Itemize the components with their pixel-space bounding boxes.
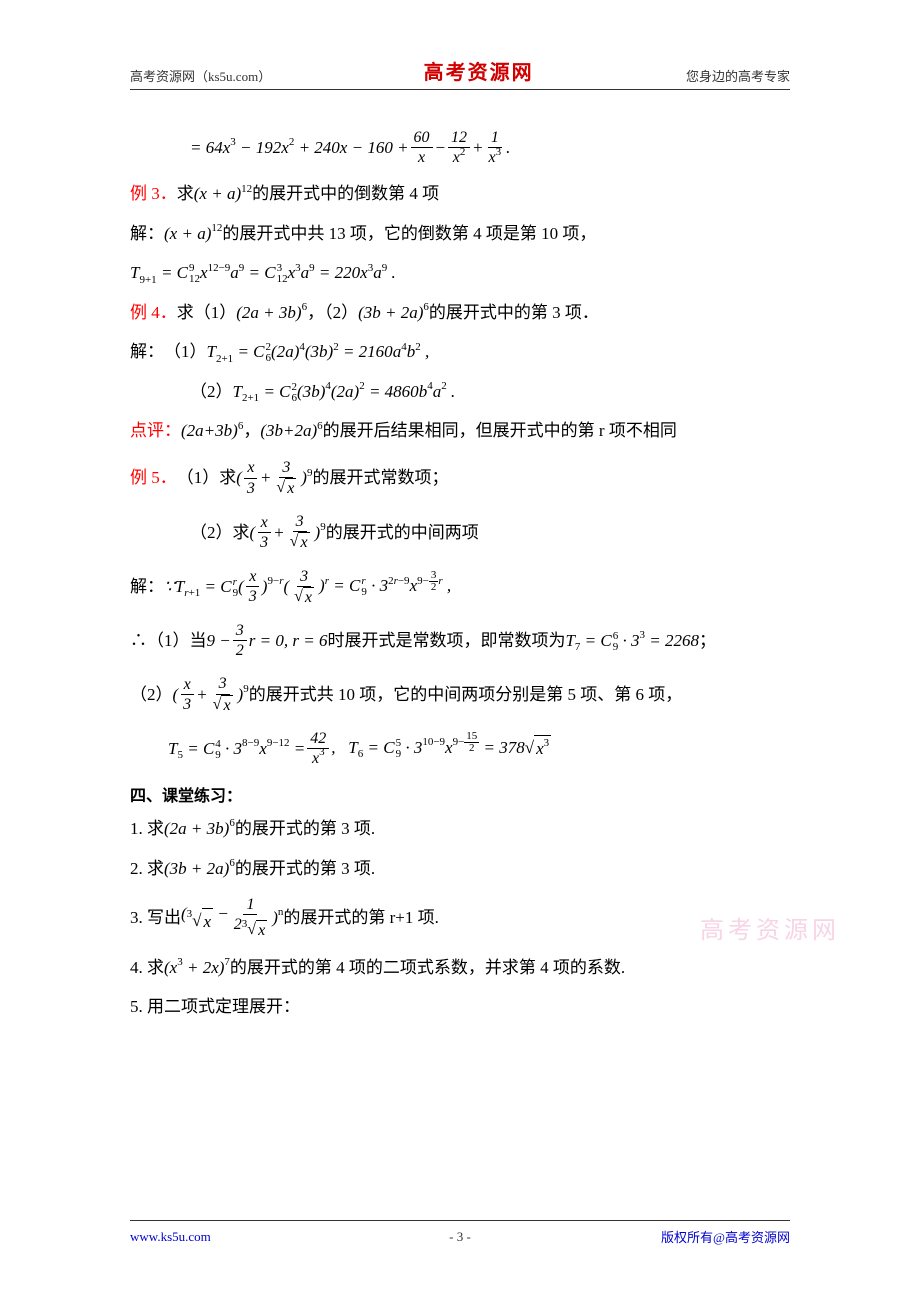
exercise-3: 3. 写出 (3√x − 123√x )n 的展开式的第 r+1 项.	[130, 895, 790, 940]
exercise-1: 1. 求 (2a + 3b)6 的展开式的第 3 项.	[130, 816, 790, 842]
example-5-solution-1: ∴（1）当 9 − 32 r = 0, r = 6 时展开式是常数项，即常数项为…	[130, 621, 790, 660]
eq-continuation: = 64x3 − 192x2 + 240x − 160 + 60x − 12x2…	[130, 128, 790, 167]
example-5-solution-2b: T5 = C49 · 38−9x9−12 = 42x3 , T6 = C59 ·…	[130, 729, 790, 768]
header-right-text: 您身边的高考专家	[686, 66, 790, 85]
example-3: 例 3． 求 (x + a)12 的展开式中的倒数第 4 项	[130, 181, 790, 207]
footer-copyright: 版权所有@高考资源网	[661, 1227, 790, 1246]
example-4: 例 4． 求（1） (2a + 3b)6 ，（2） (3b + 2a)6 的展开…	[130, 300, 790, 326]
solution-label: 解：	[130, 221, 164, 247]
header-left-text: 高考资源网（ks5u.com）	[130, 66, 271, 85]
header-brand: 高考资源网	[424, 56, 534, 85]
example-5-q1: 例 5． （1）求 ( x3 + 3√x )9 的展开式常数项；	[130, 458, 790, 498]
watermark: 高考资源网	[700, 910, 840, 945]
example-5-solution-general: 解： ∵ Tr+1 = Cr9( x3 )9−r( 3√x )r = Cr9 ·…	[130, 567, 790, 607]
footer-page-number: - 3 -	[449, 1229, 471, 1245]
example-4-solution-1: 解： （1） T2+1 = C26(2a)4(3b)2 = 2160a4b2 ,	[130, 339, 790, 365]
exercise-2: 2. 求 (3b + 2a)6 的展开式的第 3 项.	[130, 856, 790, 882]
dianping: 点评： (2a+3b)6 ， (3b+2a)6 的展开后结果相同，但展开式中的第…	[130, 418, 790, 444]
section-4-title: 四、课堂练习：	[130, 782, 790, 806]
example-4-label: 例 4．	[130, 300, 177, 326]
example-4-solution-2: （2） T2+1 = C26(3b)4(2a)2 = 4860b4a2 .	[130, 379, 790, 405]
example-5-solution-2a: （2） ( x3 + 3√x )9 的展开式共 10 项，它的中间两项分别是第 …	[130, 674, 790, 714]
page: 高考资源网（ks5u.com） 高考资源网 您身边的高考专家 = 64x3 − …	[0, 0, 920, 1302]
page-footer: www.ks5u.com - 3 - 版权所有@高考资源网	[130, 1220, 790, 1246]
dianping-label: 点评：	[130, 418, 181, 444]
footer-url: www.ks5u.com	[130, 1229, 211, 1245]
example-3-label: 例 3．	[130, 181, 177, 207]
example-3-solution-2: T9+1 = C912x12−9a9 = C312x3a9 = 220x3a9 …	[130, 260, 790, 286]
example-5-label: 例 5．	[130, 465, 177, 491]
page-header: 高考资源网（ks5u.com） 高考资源网 您身边的高考专家	[130, 56, 790, 90]
example-3-sol-text: 的展开式中共 13 项，它的倒数第 4 项是第 10 项，	[222, 221, 596, 247]
example-3-body: 的展开式中的倒数第 4 项	[252, 181, 439, 207]
exercise-4: 4. 求 (x3 + 2x)7 的展开式的第 4 项的二项式系数，并求第 4 项…	[130, 955, 790, 981]
example-3-solution-1: 解： (x + a)12 的展开式中共 13 项，它的倒数第 4 项是第 10 …	[130, 221, 790, 247]
exercise-5: 5. 用二项式定理展开：	[130, 994, 790, 1020]
example-5-q2: （2）求 ( x3 + 3√x )9 的展开式的中间两项	[130, 512, 790, 552]
